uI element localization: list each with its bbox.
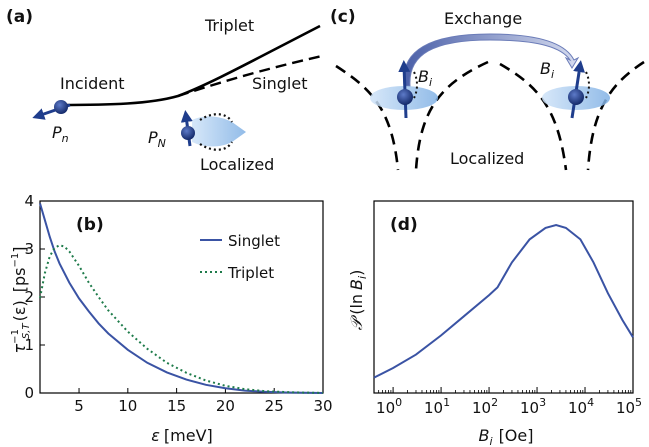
chart-b-xtick-label: 15 xyxy=(167,397,186,415)
p-n-label: Pn xyxy=(52,123,69,145)
chart-b-xtick-label: 30 xyxy=(313,397,332,415)
potential-well-left xyxy=(335,64,400,171)
chart-b-series xyxy=(39,203,324,394)
panel-c-tag: (c) xyxy=(330,7,356,27)
chart-b-xtick-label: 10 xyxy=(118,397,137,415)
p-N-label: PN xyxy=(148,128,166,150)
chart-d-series xyxy=(373,223,634,379)
left-localized-spin-icon xyxy=(370,60,438,119)
b-i-label-left: Bi xyxy=(418,67,432,89)
chart-d-xtick-label: 105 xyxy=(616,396,642,417)
chart-b-ytick-label: 0 xyxy=(24,384,34,402)
chart-b-ticks: 5 10 15 20 25 30 0 1 2 3 4 xyxy=(24,192,332,415)
singlet-trajectory xyxy=(177,54,323,98)
chart-d-xtick-label: 101 xyxy=(424,396,450,417)
chart-d-line xyxy=(373,223,634,379)
chart-b-ytick-label: 1 xyxy=(24,336,34,354)
singlet-label: Singlet xyxy=(252,74,307,93)
legend-singlet-label: Singlet xyxy=(228,232,280,250)
chart-b-xlabel: ε [meV] xyxy=(151,426,213,445)
chart-d-ylabel: 𝒫(lnBi) xyxy=(347,270,369,331)
localized-label-a: Localized xyxy=(200,155,274,174)
panel-b-tag: (b) xyxy=(76,215,104,235)
chart-b: (b) 5 10 15 20 25 30 0 1 2 3 4 Singlet Triplet ε [m… xyxy=(10,192,333,445)
legend-triplet-label: Triplet xyxy=(227,264,274,282)
exchange-label: Exchange xyxy=(444,9,522,28)
panel-c: (c) Exchange Bi Bi Localized xyxy=(330,7,645,171)
incident-label: Incident xyxy=(60,74,125,93)
panel-d-tag: (d) xyxy=(390,215,418,235)
chart-b-legend: Singlet Triplet xyxy=(200,232,280,282)
chart-b-xtick-label: 5 xyxy=(74,397,84,415)
chart-b-ylabel: τ−1S,T(ε)[ps−1] xyxy=(10,247,32,354)
b-i-label-right: Bi xyxy=(540,59,554,81)
chart-b-xtick-label: 25 xyxy=(265,397,284,415)
right-localized-spin-icon xyxy=(542,60,610,119)
chart-d-xtick-label: 104 xyxy=(568,396,594,417)
chart-b-ytick-label: 2 xyxy=(24,288,34,306)
chart-d-xlabel: Bi [Oe] xyxy=(479,426,534,447)
chart-b-ytick-label: 4 xyxy=(24,192,34,210)
chart-d-xtick-label: 100 xyxy=(376,396,402,417)
incident-spin-icon xyxy=(32,100,71,120)
chart-d: (d) 100 101 102 103 104 105 Bi [Oe] 𝒫(lnBi) xyxy=(347,200,642,447)
localized-label-c: Localized xyxy=(450,149,524,168)
chart-d-xtick-label: 102 xyxy=(472,396,498,417)
localized-spin-icon xyxy=(180,110,246,151)
chart-b-line-triplet xyxy=(39,244,324,394)
triplet-label: Triplet xyxy=(204,16,254,35)
exchange-arrow xyxy=(403,33,580,87)
panel-a: (a) Triplet Singlet Incident Localized P… xyxy=(6,7,323,174)
chart-d-ticks: 100 101 102 103 104 105 xyxy=(373,387,642,417)
chart-b-ytick-label: 3 xyxy=(24,240,34,258)
potential-well-right-right-side xyxy=(586,60,645,171)
chart-b-xtick-label: 20 xyxy=(216,397,235,415)
panel-a-tag: (a) xyxy=(6,7,33,27)
chart-d-xtick-label: 103 xyxy=(520,396,546,417)
